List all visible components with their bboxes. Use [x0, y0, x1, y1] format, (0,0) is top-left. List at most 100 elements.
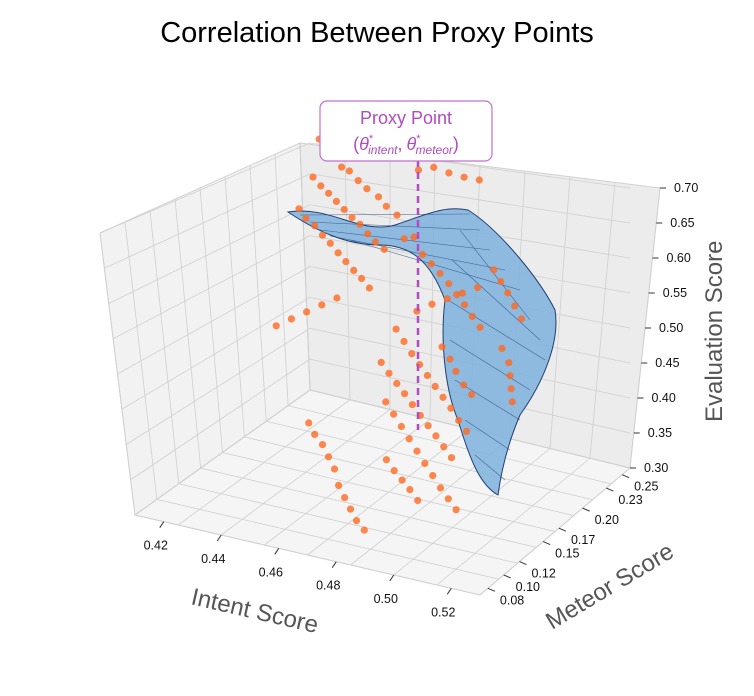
- scatter-point: [342, 258, 350, 266]
- grid-line: [112, 235, 311, 340]
- scatter-points: [272, 135, 526, 534]
- scatter-point: [446, 355, 454, 363]
- scatter-point: [462, 427, 471, 435]
- grid-line: [244, 436, 574, 517]
- scatter-point: [382, 398, 390, 406]
- scatter-point: [468, 312, 476, 320]
- grid-line: [149, 210, 180, 484]
- scatter-point: [390, 410, 398, 418]
- scatter-point: [305, 419, 313, 427]
- x-tick-mark: [389, 574, 395, 582]
- scatter-point: [333, 294, 341, 302]
- y-tick-mark: [606, 487, 614, 492]
- grid-line: [589, 182, 616, 459]
- scatter-point: [352, 517, 361, 525]
- scatter-point: [438, 343, 446, 351]
- y-tick-mark: [487, 587, 496, 592]
- scatter-point: [295, 205, 303, 213]
- y-tick-label: 0.08: [500, 593, 524, 607]
- formula-star-2: *: [416, 133, 421, 145]
- x-tick-mark: [446, 588, 452, 595]
- scatter-point: [423, 371, 431, 380]
- z-tick-label: 0.30: [644, 461, 668, 475]
- z-tick-label: 0.55: [663, 286, 687, 300]
- scatter-point: [436, 484, 445, 492]
- x-axis-ticks: 0.42 0.44 0.46 0.48 0.50 0.52: [144, 521, 455, 619]
- scatter-point: [474, 284, 482, 292]
- scatter-point: [445, 280, 453, 288]
- grid-line: [126, 327, 311, 445]
- y-tick-mark: [582, 507, 590, 512]
- scatter-point: [447, 404, 455, 412]
- scatter-point: [360, 526, 368, 534]
- grid-line: [224, 176, 245, 437]
- scatter-point: [443, 295, 451, 303]
- scatter-point: [324, 453, 333, 461]
- grid-line: [99, 142, 311, 234]
- scatter-point: [430, 163, 438, 171]
- scatter-point: [429, 472, 437, 480]
- z-axis-label: Evaluation Score: [701, 241, 728, 422]
- scatter-point: [302, 214, 310, 222]
- scatter-point: [458, 289, 466, 297]
- grid-line: [104, 173, 311, 269]
- formula-open-paren: (: [353, 134, 359, 154]
- scatter-point: [414, 496, 422, 505]
- scatter-point: [363, 185, 371, 193]
- scatter-point: [358, 274, 366, 283]
- scatter-point: [419, 250, 427, 258]
- formula-sub-meteor: meteor: [416, 143, 454, 157]
- scatter-point: [318, 231, 327, 239]
- scatter-point: [287, 315, 295, 323]
- scatter-point: [341, 494, 349, 502]
- z-tick-label: 0.40: [652, 391, 676, 405]
- scatter-point: [431, 382, 439, 390]
- scatter-point: [460, 301, 469, 309]
- z-tick-label: 0.35: [648, 426, 672, 440]
- scatter-point: [334, 249, 342, 257]
- y-tick-label: 0.15: [555, 547, 579, 561]
- formula-close-paren: ): [453, 134, 459, 154]
- scatter-point: [340, 205, 348, 214]
- scatter-point: [406, 486, 414, 494]
- scatter-point: [393, 211, 401, 219]
- scatter-point: [374, 193, 383, 201]
- scatter-point: [385, 369, 393, 377]
- scatter-point: [444, 495, 452, 503]
- x-tick-label: 0.50: [374, 592, 398, 606]
- scatter-point: [428, 300, 436, 308]
- formula-separator: ,: [397, 134, 402, 154]
- scatter-point: [311, 222, 319, 230]
- scatter-point: [401, 390, 409, 398]
- grid-line: [156, 498, 499, 580]
- scatter-point: [390, 467, 398, 475]
- grid-line: [130, 358, 311, 481]
- scatter-point: [325, 189, 333, 197]
- y-tick-label: 0.25: [634, 480, 658, 494]
- proxy-point-label: Proxy Point: [360, 108, 452, 128]
- scatter-point: [335, 481, 343, 489]
- scatter-point: [400, 235, 408, 243]
- grid-line: [274, 154, 289, 406]
- scatter-point: [508, 398, 516, 406]
- scatter-point: [506, 372, 514, 380]
- y-tick-label: 0.23: [618, 493, 642, 507]
- grid-line: [174, 199, 202, 469]
- scatter-point: [377, 358, 385, 366]
- scatter-point: [475, 176, 483, 184]
- scatter-point: [354, 177, 362, 185]
- y-tick-label: 0.20: [595, 513, 619, 527]
- scatter-point: [440, 443, 448, 451]
- scatter-point: [371, 238, 380, 246]
- scatter-point: [338, 163, 346, 171]
- scatter-point: [510, 302, 519, 310]
- y-tick-mark: [503, 574, 511, 579]
- x-tick-label: 0.42: [144, 539, 168, 553]
- scatter-point: [436, 269, 444, 277]
- scatter-point: [400, 337, 408, 345]
- scatter-point: [398, 476, 406, 484]
- scatter-point: [318, 301, 326, 309]
- x-axis-label: Intent Score: [189, 584, 321, 639]
- scatter-point: [350, 266, 358, 274]
